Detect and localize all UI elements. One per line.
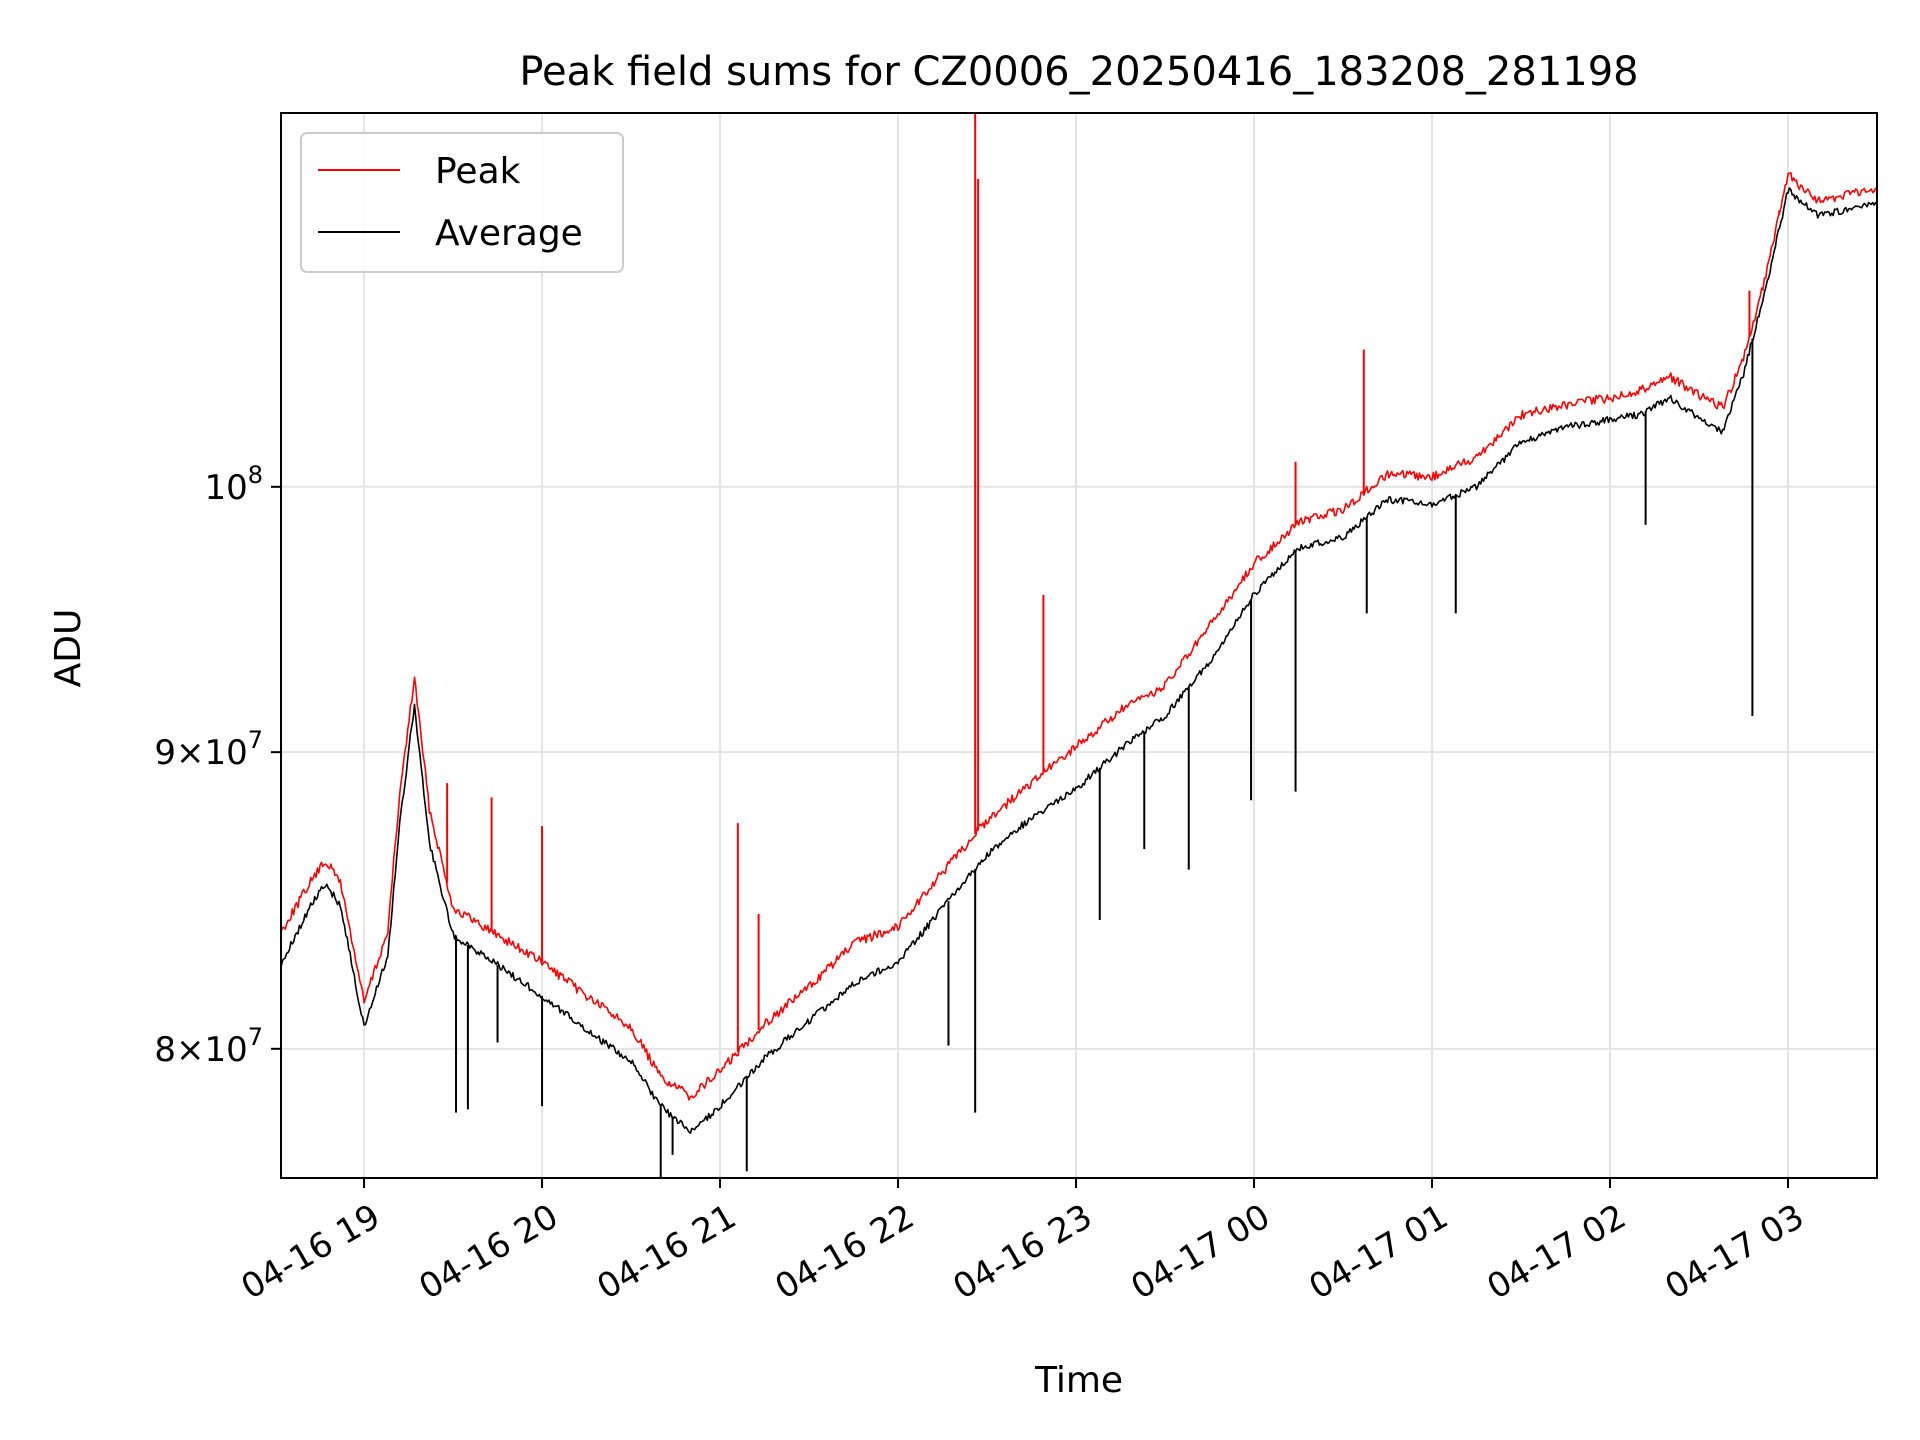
y-tick-exponent: 8	[248, 461, 263, 489]
y-tick-label: 8×107	[154, 1023, 263, 1070]
y-tick-base: 10	[204, 733, 247, 773]
legend-label-peak: Peak	[435, 151, 521, 192]
legend-box	[300, 132, 624, 273]
y-tick-label: 108	[204, 461, 263, 508]
grid	[281, 113, 1877, 1178]
y-tick-mantissa: 9	[154, 733, 176, 773]
series-line-average	[281, 187, 1877, 1134]
legend: Peak Average	[300, 132, 624, 273]
y-tick-exponent: 7	[248, 726, 263, 754]
y-tick-times-sign: ×	[176, 733, 205, 773]
y-tick-label: 9×107	[154, 726, 263, 773]
x-axis-label: Time	[1034, 1360, 1123, 1401]
y-tick-mantissa: 8	[154, 1030, 176, 1070]
legend-label-average: Average	[435, 213, 583, 254]
y-tick-base: 10	[204, 468, 247, 508]
y-tick-base: 10	[204, 1030, 247, 1070]
y-tick-times-sign: ×	[176, 1030, 205, 1070]
series-line-peak	[281, 171, 1877, 1101]
plot-frame	[280, 112, 1878, 1179]
y-axis-label: ADU	[48, 609, 89, 688]
series-layer	[281, 113, 1877, 1178]
chart-title: Peak field sums for CZ0006_20250416_1832…	[519, 49, 1638, 95]
y-tick-exponent: 7	[248, 1023, 263, 1051]
